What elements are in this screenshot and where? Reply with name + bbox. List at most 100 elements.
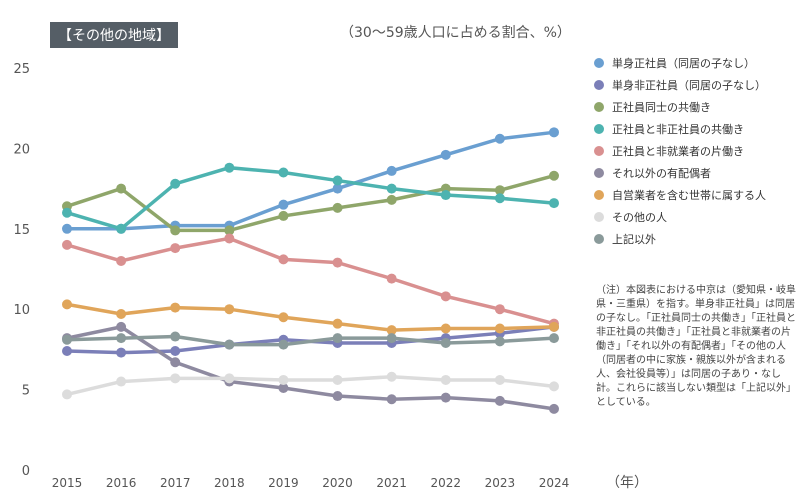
- data-point: [62, 223, 72, 234]
- data-point: [386, 165, 397, 176]
- legend: 単身正社員（同居の子なし） 単身非正社員（同居の子なし） 正社員同士の共働き正社員と…: [594, 52, 766, 250]
- data-point: [116, 309, 127, 320]
- legend-item: 正社員と非正社員の共働き: [594, 118, 766, 140]
- data-point: [62, 239, 72, 250]
- legend-label: 正社員と非就業者の片働き: [612, 145, 744, 158]
- data-point: [224, 225, 235, 236]
- y-tick-label: 10: [13, 303, 30, 318]
- data-point: [386, 183, 397, 194]
- data-point: [116, 255, 127, 266]
- legend-item: 単身非正社員（同居の子なし）: [594, 74, 766, 96]
- legend-marker: [594, 102, 604, 112]
- legend-item: 単身正社員（同居の子なし）: [594, 52, 766, 74]
- data-point: [494, 395, 505, 406]
- data-point: [494, 374, 505, 385]
- data-point: [224, 162, 235, 173]
- legend-marker: [594, 58, 604, 68]
- series-line: [66, 325, 555, 411]
- data-point: [332, 257, 343, 268]
- data-point: [278, 312, 289, 323]
- data-point: [494, 336, 505, 347]
- x-tick-label: 2024: [539, 476, 570, 490]
- legend-item: それ以外の有配偶者: [594, 162, 766, 184]
- data-point: [278, 199, 289, 210]
- data-point: [494, 133, 505, 144]
- data-point: [116, 376, 127, 387]
- legend-marker: [594, 190, 604, 200]
- data-point: [549, 127, 559, 138]
- x-tick-label: 2017: [160, 476, 191, 490]
- data-point: [549, 198, 559, 209]
- data-point: [440, 190, 451, 201]
- legend-label: 上記以外: [612, 233, 656, 246]
- data-point: [62, 346, 72, 357]
- x-axis-label: （年）: [606, 475, 648, 491]
- data-point: [494, 185, 505, 196]
- x-tick-label: 2023: [485, 476, 516, 490]
- data-point: [386, 194, 397, 205]
- data-point: [440, 323, 451, 334]
- series-line: [66, 174, 555, 233]
- x-tick-label: 2019: [268, 476, 299, 490]
- data-point: [62, 334, 72, 345]
- x-tick-label: 2020: [322, 476, 353, 490]
- series-line: [66, 165, 555, 231]
- legend-label: その他の人: [612, 211, 667, 224]
- footnote: （注）本図表における中京は（愛知県・岐阜県・三重県）を指す。単身非正社員」は同居…: [596, 285, 796, 408]
- data-point: [386, 273, 397, 284]
- y-tick-label: 20: [13, 142, 30, 157]
- data-point: [332, 175, 343, 186]
- x-tick-label: 2021: [376, 476, 407, 490]
- data-point: [440, 291, 451, 302]
- data-point: [170, 225, 181, 236]
- data-point: [170, 373, 181, 384]
- legend-label: 単身正社員（同居の子なし）: [612, 57, 755, 70]
- data-point: [440, 374, 451, 385]
- data-point: [549, 403, 559, 414]
- data-point: [278, 339, 289, 350]
- legend-label: 正社員と非正社員の共働き: [612, 123, 744, 136]
- data-point: [116, 333, 127, 344]
- y-tick-label: 5: [22, 384, 30, 399]
- x-tick-label: 2018: [214, 476, 245, 490]
- data-point: [224, 304, 235, 315]
- data-point: [332, 318, 343, 329]
- data-point: [278, 374, 289, 385]
- series-line: [67, 130, 555, 231]
- legend-item: 上記以外: [594, 228, 766, 250]
- series-line: [66, 334, 555, 347]
- data-point: [116, 183, 127, 194]
- data-point: [494, 323, 505, 334]
- x-tick-label: 2022: [431, 476, 462, 490]
- data-point: [170, 302, 181, 313]
- data-point: [549, 170, 559, 181]
- y-tick-label: 0: [22, 464, 30, 479]
- data-point: [62, 207, 72, 218]
- data-point: [549, 321, 559, 332]
- data-point: [170, 331, 181, 342]
- data-point: [170, 178, 181, 189]
- legend-marker: [594, 168, 604, 178]
- data-point: [278, 254, 289, 265]
- series-line: [66, 236, 555, 326]
- data-point: [494, 304, 505, 315]
- data-point: [224, 373, 235, 384]
- data-point: [116, 223, 127, 234]
- legend-label: 正社員同士の共働き: [612, 101, 711, 114]
- data-point: [549, 381, 559, 392]
- chart-subtitle: （30〜59歳人口に占める割合、%）: [340, 25, 571, 41]
- data-point: [332, 333, 343, 344]
- data-point: [549, 333, 559, 344]
- data-point: [224, 339, 235, 350]
- legend-label: それ以外の有配偶者: [612, 167, 711, 180]
- legend-item: その他の人: [594, 206, 766, 228]
- data-point: [278, 210, 289, 221]
- data-point: [278, 167, 289, 178]
- legend-label: 自営業者を含む世帯に属する人: [612, 189, 766, 202]
- y-tick-label: 25: [13, 62, 30, 77]
- legend-marker: [594, 212, 604, 222]
- legend-marker: [594, 146, 604, 156]
- data-point: [494, 193, 505, 204]
- data-point: [224, 233, 235, 244]
